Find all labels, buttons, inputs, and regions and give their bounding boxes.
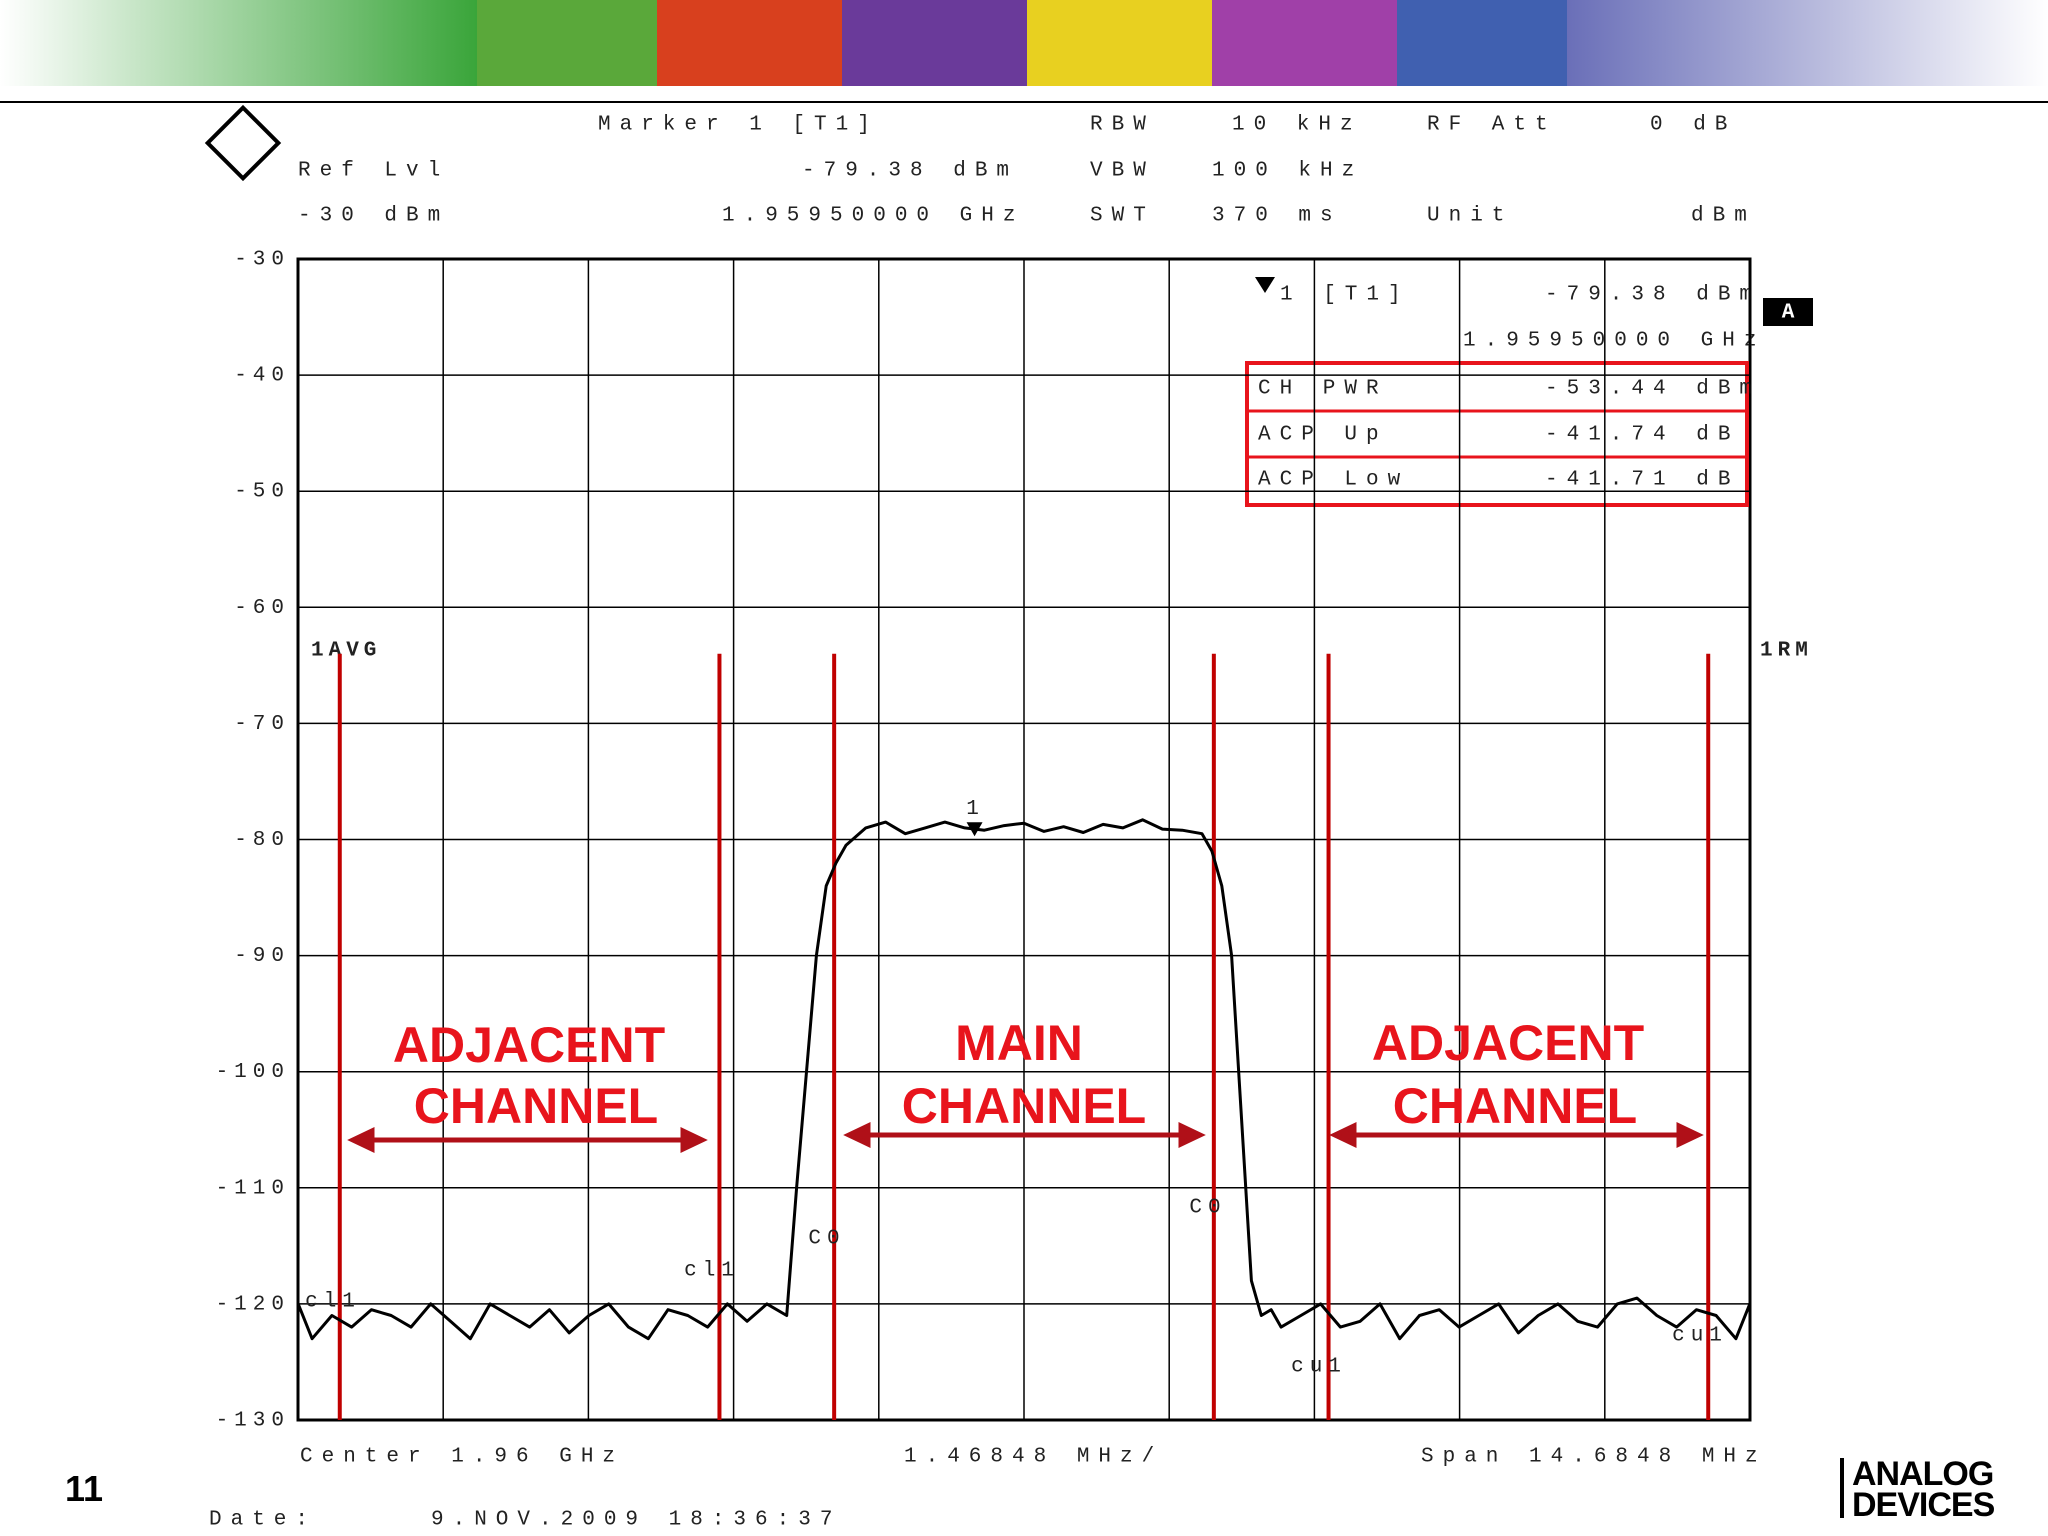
y-tick-label: -50 xyxy=(234,481,290,504)
channel-label: C0 xyxy=(1189,1197,1226,1220)
footer-text: 1.46848 MHz/ xyxy=(904,1446,1163,1469)
header-text: VBW xyxy=(1090,160,1155,183)
channel-label: cu1 xyxy=(1291,1356,1347,1379)
footer-text: Center 1.96 GHz xyxy=(300,1446,624,1469)
y-tick-label: -30 xyxy=(234,249,290,272)
banner xyxy=(0,0,2048,103)
header-text: 10 kHz xyxy=(1232,114,1362,137)
y-tick-label: -80 xyxy=(234,829,290,852)
readout-text: -79.38 dBm xyxy=(1545,284,1761,307)
header-text: 1.95950000 GHz xyxy=(722,205,1024,228)
header-text: 100 kHz xyxy=(1212,160,1363,183)
annotation: MAIN xyxy=(955,1015,1083,1071)
header-text: Ref Lvl xyxy=(298,160,449,183)
channel-label: C0 xyxy=(808,1228,845,1251)
y-tick-label: -130 xyxy=(216,1410,290,1433)
page-number: 11 xyxy=(65,1468,103,1509)
channel-label: cl1 xyxy=(684,1260,740,1283)
screen-label: A xyxy=(1782,302,1795,325)
marker-label: 1 xyxy=(966,798,979,821)
y-tick-label: -70 xyxy=(234,713,290,736)
y-tick-label: -40 xyxy=(234,365,290,388)
plot: -30 -40 -50 -60 -70 -80 -90 -100 -110 -120 -130 cl1… xyxy=(216,249,1752,1433)
annotation: CHANNEL xyxy=(1393,1078,1637,1134)
header-text: RBW xyxy=(1090,114,1155,137)
readout-marker-icon xyxy=(1255,277,1275,293)
header-text: Unit xyxy=(1427,205,1513,228)
readout-value: -41.74 dB xyxy=(1545,424,1739,447)
y-tick-label: -110 xyxy=(216,1177,290,1200)
trace-label: 1RM xyxy=(1760,640,1813,663)
logo-bar xyxy=(1840,1458,1844,1518)
rs-logo xyxy=(204,104,282,182)
header-text: -30 dBm xyxy=(298,205,449,228)
trace-label: 1AVG xyxy=(311,640,381,663)
logo-text: ANALOG xyxy=(1852,1455,1993,1493)
header-text: SWT xyxy=(1090,205,1155,228)
marker xyxy=(966,822,983,837)
logo-text: DEVICES xyxy=(1852,1486,1995,1524)
annotation: ADJACENT xyxy=(393,1017,665,1073)
header-text: dBm xyxy=(1691,205,1756,228)
readout-label: CH PWR xyxy=(1258,378,1388,401)
screen-badge xyxy=(1763,298,1813,326)
annotation: ADJACENT xyxy=(1372,1015,1644,1071)
channel-label: cu1 xyxy=(1672,1325,1728,1348)
y-tick-label: -120 xyxy=(216,1293,290,1316)
readout-label: ACP Low xyxy=(1258,469,1409,492)
footer-text: Span 14.6848 MHz xyxy=(1421,1446,1767,1469)
y-tick-label: -100 xyxy=(216,1061,290,1084)
annotation: CHANNEL xyxy=(902,1078,1146,1134)
channel-label: cl1 xyxy=(305,1291,361,1314)
y-tick-label: -60 xyxy=(234,597,290,620)
header-text: Marker 1 [T1] xyxy=(598,114,879,137)
header-text: 370 ms xyxy=(1212,205,1342,228)
readout-value: -41.71 dB xyxy=(1545,469,1739,492)
readout-value: -53.44 dBm xyxy=(1545,378,1761,401)
header-text: -79.38 dBm xyxy=(802,160,1018,183)
header-text: RF Att xyxy=(1427,114,1557,137)
readout-text: 1 [T1] xyxy=(1280,284,1410,307)
header-text: 0 dB xyxy=(1650,114,1736,137)
arrows xyxy=(347,1122,1704,1153)
readout-text: 1.95950000 GHz xyxy=(1463,330,1765,353)
annotation: CHANNEL xyxy=(414,1078,658,1134)
y-tick-label: -90 xyxy=(234,945,290,968)
readout-box xyxy=(1245,361,1749,507)
footer-text: Date: xyxy=(209,1509,317,1532)
readout-label: ACP Up xyxy=(1258,424,1388,447)
footer-text: 9.NOV.2009 18:36:37 xyxy=(431,1509,841,1532)
trace xyxy=(296,818,1752,1341)
